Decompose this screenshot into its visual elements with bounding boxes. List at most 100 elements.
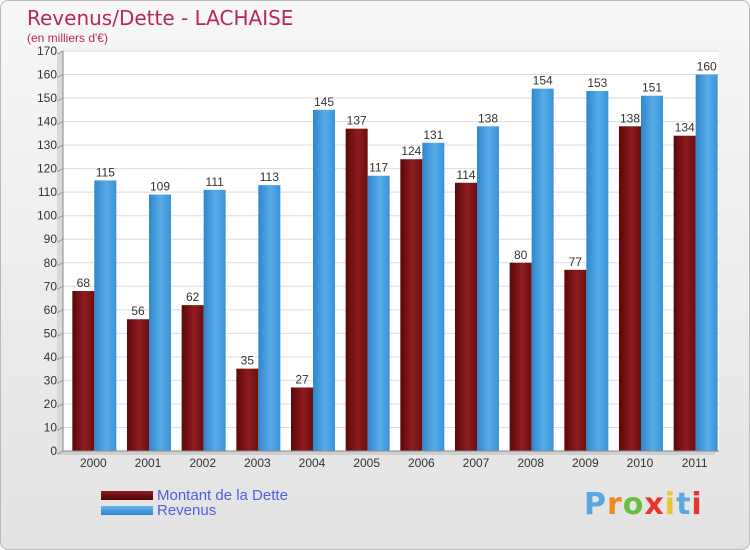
- value-label: 115: [96, 165, 115, 179]
- plot-side-wall: [57, 51, 63, 455]
- y-tick-label: 90: [44, 232, 58, 246]
- logo-letter: i: [664, 487, 677, 522]
- value-label: 80: [514, 248, 528, 262]
- bar-dette: [455, 182, 477, 451]
- x-tick-label: 2010: [627, 456, 654, 470]
- y-tick-mark: [56, 168, 64, 173]
- y-tick-mark: [56, 215, 64, 220]
- value-label: 113: [260, 170, 279, 184]
- y-tick-mark: [56, 262, 64, 267]
- x-tick-label: 2003: [244, 456, 271, 470]
- bar-revenus: [695, 74, 718, 451]
- bar-revenus: [258, 185, 281, 451]
- value-label: 68: [77, 276, 91, 290]
- y-tick-label: 140: [37, 115, 57, 129]
- chart-subtitle: (en milliers d'€): [27, 31, 108, 45]
- bar-revenus: [477, 126, 499, 451]
- legend-label-dette: Montant de la Dette: [157, 487, 288, 504]
- bar-dette: [72, 291, 95, 451]
- x-tick-label: 2000: [80, 456, 107, 470]
- value-label: 77: [569, 255, 583, 269]
- y-tick-label: 60: [44, 303, 58, 317]
- bars: [72, 74, 718, 452]
- plot-background: [57, 51, 719, 455]
- y-tick-label: 110: [38, 185, 57, 199]
- y-tick-mark: [56, 144, 64, 149]
- proxiti-logo: Proxiti: [584, 487, 703, 522]
- legend-swatch-revenus: [101, 506, 153, 515]
- bar-dette: [400, 159, 423, 451]
- y-tick-mark: [56, 450, 64, 455]
- y-tick-label: 130: [37, 138, 57, 152]
- y-tick-label: 20: [44, 397, 58, 411]
- bar-dette: [619, 126, 641, 451]
- value-label: 131: [423, 128, 443, 142]
- bar-dette: [291, 387, 313, 451]
- logo-letter: i: [691, 487, 703, 522]
- value-label: 56: [131, 304, 145, 318]
- bar-revenus: [531, 88, 554, 451]
- axes: 0 10 20 30 40 50 60 70 80 90 100 110 120 130 140 150 160…: [37, 44, 719, 470]
- value-label: 138: [478, 111, 498, 125]
- value-label: 27: [295, 372, 309, 386]
- value-label: 62: [186, 290, 200, 304]
- value-label: 138: [620, 111, 640, 125]
- x-tick-label: 2011: [682, 456, 708, 470]
- logo-letter: o: [622, 487, 645, 522]
- plot-floor: [57, 451, 719, 455]
- x-tick-label: 2002: [189, 456, 216, 470]
- y-tick-mark: [56, 285, 64, 290]
- value-label: 134: [675, 121, 695, 135]
- bar-revenus: [422, 142, 445, 451]
- y-tick-mark: [56, 97, 64, 102]
- y-tick-mark: [56, 121, 64, 126]
- bar-revenus: [586, 91, 609, 451]
- y-tick-mark: [56, 379, 64, 384]
- y-tick-label: 80: [44, 256, 58, 270]
- bar-revenus: [203, 189, 226, 451]
- legend-swatch-dette: [101, 491, 153, 500]
- value-label: 153: [587, 76, 607, 90]
- bar-revenus: [149, 194, 171, 451]
- y-tick-mark: [56, 332, 64, 337]
- bar-dette: [564, 269, 587, 451]
- bar-dette: [181, 305, 204, 451]
- x-tick-label: 2005: [353, 456, 380, 470]
- y-tick-mark: [56, 191, 64, 196]
- chart-title: Revenus/Dette - LACHAISE: [27, 6, 294, 30]
- y-tick-label: 70: [44, 279, 58, 293]
- y-tick-mark: [56, 309, 64, 314]
- logo-letter: P: [584, 487, 607, 522]
- logo-letter: r: [607, 487, 623, 522]
- plot-area: [63, 51, 719, 451]
- value-label: 154: [533, 74, 553, 88]
- y-tick-mark: [56, 403, 64, 408]
- bar-revenus: [94, 180, 117, 452]
- value-label: 109: [150, 180, 170, 194]
- x-tick-label: 2001: [135, 456, 162, 470]
- bar-dette: [127, 319, 149, 451]
- value-label: 145: [314, 95, 334, 109]
- value-label: 124: [401, 144, 421, 158]
- y-tick-mark: [56, 50, 64, 55]
- value-label: 117: [369, 161, 388, 175]
- bar-dette: [509, 262, 532, 451]
- value-label: 137: [347, 114, 367, 128]
- x-tick-label: 2004: [299, 456, 326, 470]
- bar-dette: [236, 368, 259, 451]
- y-tick-label: 100: [37, 209, 57, 223]
- y-tick-label: 170: [37, 44, 57, 58]
- y-tick-label: 150: [37, 91, 57, 105]
- y-tick-label: 120: [37, 162, 57, 176]
- x-tick-label: 2007: [463, 456, 490, 470]
- y-tick-mark: [56, 427, 64, 431]
- legend-label-revenus: Revenus: [157, 502, 217, 519]
- y-tick-mark: [56, 238, 64, 243]
- logo-letter: x: [644, 487, 665, 522]
- y-tick-mark: [56, 356, 64, 361]
- logo-letter: t: [676, 487, 692, 522]
- bar-revenus: [641, 95, 663, 452]
